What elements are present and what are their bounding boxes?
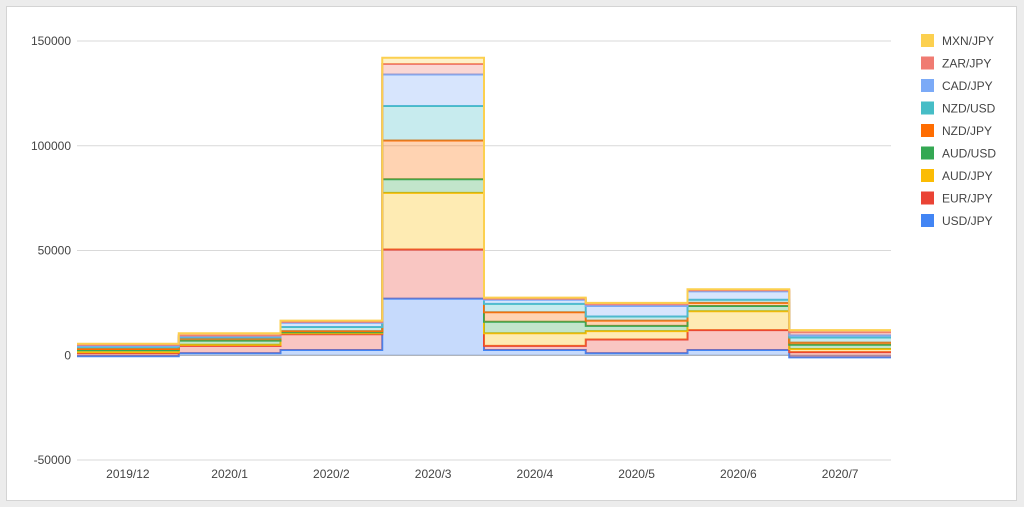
legend-item: CAD/JPY	[921, 79, 993, 93]
legend-item: USD/JPY	[921, 214, 993, 228]
x-tick-label: 2020/3	[415, 467, 452, 481]
y-tick-label: 150000	[31, 34, 71, 48]
series-mxn-jpy	[77, 56, 891, 345]
legend: MXN/JPY ZAR/JPY CAD/JPY NZD/USD NZD/JPY AUD/U…	[921, 34, 996, 228]
legend-item: MXN/JPY	[921, 34, 994, 48]
legend-item: AUD/JPY	[921, 169, 993, 183]
legend-swatch	[921, 56, 934, 70]
legend-label: CAD/JPY	[942, 79, 993, 93]
legend-label: NZD/USD	[942, 102, 996, 116]
x-tick-label: 2020/4	[517, 467, 554, 481]
x-tick-label: 2020/2	[313, 467, 350, 481]
legend-swatch	[921, 191, 934, 205]
legend-label: USD/JPY	[942, 214, 993, 228]
chart-frame: 150000 100000 50000 0 -50000 2019/12 2020/1 20…	[6, 6, 1017, 501]
x-tick-label: 2020/7	[822, 467, 859, 481]
y-tick-label: 50000	[38, 244, 72, 258]
x-tick-label: 2020/5	[618, 467, 655, 481]
y-axis-tick-labels: 150000 100000 50000 0 -50000	[31, 34, 71, 467]
legend-label: AUD/USD	[942, 147, 996, 161]
legend-swatch	[921, 169, 934, 182]
y-tick-label: 100000	[31, 139, 71, 153]
legend-swatch	[921, 79, 934, 92]
y-tick-label: -50000	[34, 453, 72, 467]
legend-label: EUR/JPY	[942, 192, 993, 206]
legend-item: AUD/USD	[921, 146, 996, 161]
legend-label: ZAR/JPY	[942, 57, 991, 71]
legend-swatch	[921, 101, 934, 115]
legend-label: NZD/JPY	[942, 124, 992, 138]
legend-swatch	[921, 146, 934, 160]
y-tick-label: 0	[64, 348, 71, 362]
legend-swatch	[921, 34, 934, 47]
legend-swatch	[921, 214, 934, 227]
legend-swatch	[921, 124, 934, 137]
legend-item: EUR/JPY	[921, 191, 993, 206]
legend-label: AUD/JPY	[942, 169, 993, 183]
x-tick-label: 2020/6	[720, 467, 757, 481]
legend-item: NZD/USD	[921, 101, 996, 116]
series-step-line	[77, 56, 891, 345]
x-axis-tick-labels: 2019/12 2020/1 2020/2 2020/3 2020/4 2020/5 202…	[106, 467, 859, 481]
legend-item: ZAR/JPY	[921, 56, 991, 71]
series-areas	[77, 56, 891, 359]
x-tick-label: 2019/12	[106, 467, 150, 481]
x-tick-label: 2020/1	[211, 467, 248, 481]
legend-item: NZD/JPY	[921, 124, 992, 138]
legend-label: MXN/JPY	[942, 34, 994, 48]
